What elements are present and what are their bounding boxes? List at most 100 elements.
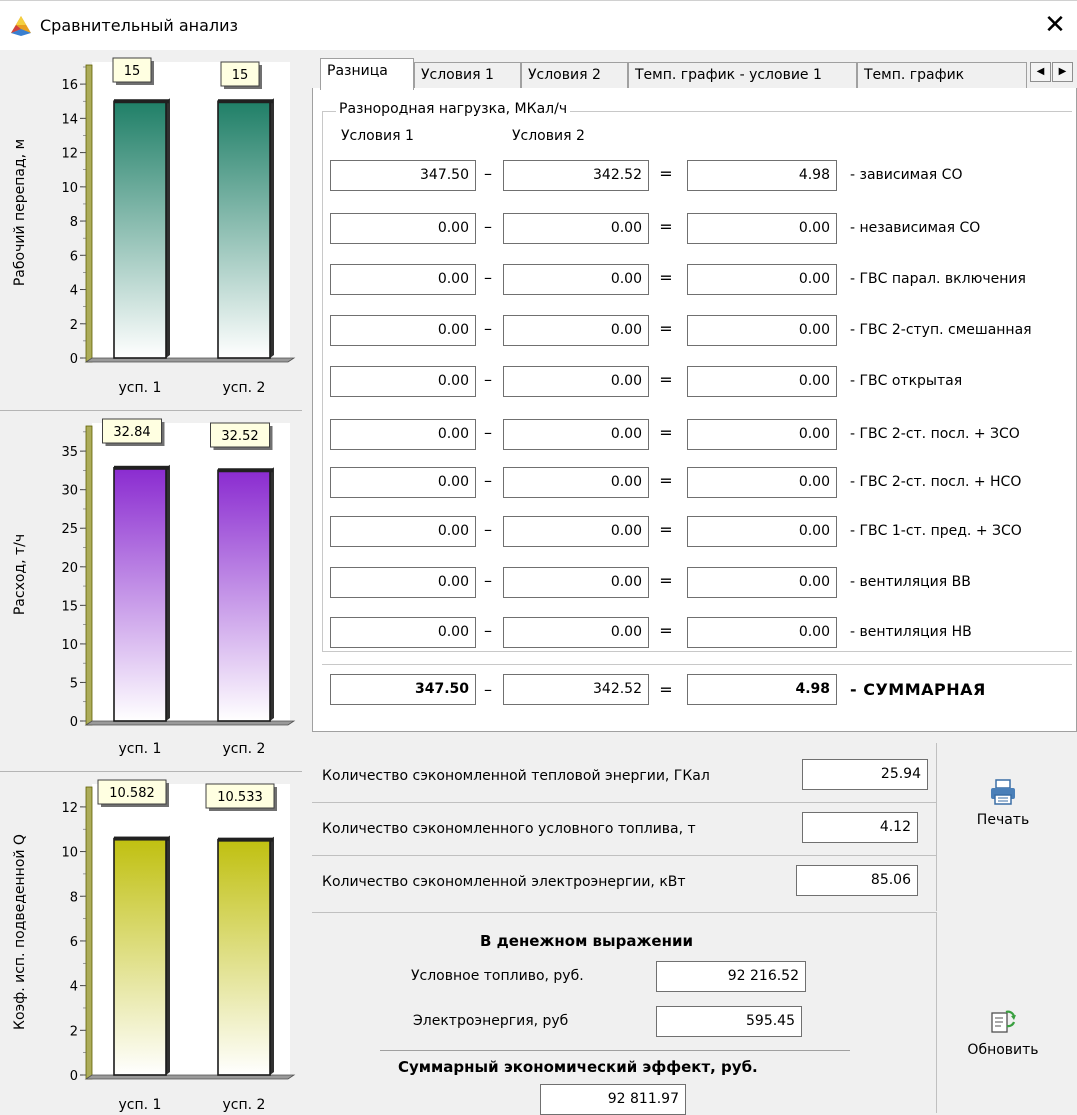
row-value-1[interactable]: 0.00 [330, 419, 476, 450]
row-value-2[interactable]: 0.00 [503, 366, 649, 397]
bar-side [270, 98, 274, 358]
savings-electricity-value[interactable]: 85.06 [796, 865, 918, 896]
y-tick-label: 12 [61, 801, 78, 816]
load-groupbox [322, 111, 1072, 652]
row-difference[interactable]: 0.00 [687, 264, 837, 295]
row-value-2[interactable]: 0.00 [503, 516, 649, 547]
refresh-icon [991, 1010, 1016, 1033]
total-value-2[interactable]: 342.52 [503, 674, 649, 705]
row-value-2[interactable]: 0.00 [503, 315, 649, 346]
printer-icon [991, 779, 1015, 805]
savings-row-fuel: Количество сэкономленного условного топл… [312, 802, 936, 856]
flow-chart: 0 5 10 15 20 25 30 35 Расход, т/ч 32.84 усп. 1 32.5… [12, 418, 296, 757]
total-difference[interactable]: 4.98 [687, 674, 837, 705]
refresh-button[interactable]: Обновить [948, 1008, 1058, 1058]
bar-cap [218, 99, 273, 104]
close-button[interactable]: ✕ [1033, 3, 1077, 47]
tab-conditions-1[interactable]: Условия 1 [414, 62, 521, 89]
row-value-2[interactable]: 0.00 [503, 419, 649, 450]
tab-temp-graph-2[interactable]: Темп. график [857, 62, 1027, 89]
y-tick-label: 20 [61, 561, 78, 576]
row-value-1[interactable]: 0.00 [330, 315, 476, 346]
total-effect-label: Суммарный экономический эффект, руб. [398, 1058, 758, 1076]
y-tick-label: 35 [61, 445, 78, 460]
row-value-1[interactable]: 0.00 [330, 467, 476, 498]
tab-label: Темп. график [864, 67, 965, 83]
tab-conditions-2[interactable]: Условия 2 [521, 62, 628, 89]
y-tick-label: 0 [70, 352, 78, 367]
y-tick-label: 2 [70, 1024, 78, 1039]
scroll-left-button[interactable]: ◀ [1030, 62, 1051, 82]
print-button[interactable]: Печать [948, 778, 1058, 828]
row-label: - ГВС 2-ст. посл. + ЗСО [850, 426, 1020, 442]
scroll-right-button[interactable]: ▶ [1052, 62, 1073, 82]
savings-electricity-label: Количество сэкономленной электроэнергии,… [322, 874, 686, 890]
savings-fuel-label: Количество сэкономленного условного топл… [322, 821, 696, 837]
column-header-2: Условия 2 [512, 128, 585, 144]
fuel-cost-value[interactable]: 92 216.52 [656, 961, 806, 992]
row-label: - вентиляция НВ [850, 624, 972, 640]
axis-floor [84, 720, 296, 726]
row-value-2[interactable]: 0.00 [503, 213, 649, 244]
tab-label: Разница [327, 63, 388, 79]
y-tick-label: 0 [70, 715, 78, 730]
row-difference[interactable]: 0.00 [687, 567, 837, 598]
equals-sign: = [659, 571, 673, 590]
row-value-1[interactable]: 0.00 [330, 366, 476, 397]
equals-sign: = [659, 471, 673, 490]
minus-sign: – [484, 621, 492, 640]
minus-sign: – [484, 423, 492, 442]
tab-label: Условия 1 [421, 67, 494, 83]
minus-sign: – [484, 268, 492, 287]
bar-side [166, 98, 170, 358]
bar-1 [113, 100, 167, 359]
equals-sign: = [659, 621, 673, 640]
savings-fuel-value[interactable]: 4.12 [802, 812, 918, 843]
row-value-1[interactable]: 0.00 [330, 264, 476, 295]
y-tick-label: 10 [61, 181, 78, 196]
row-value-2[interactable]: 0.00 [503, 264, 649, 295]
row-label: - ГВС 2-ст. посл. + НСО [850, 474, 1022, 490]
savings-box [312, 743, 937, 911]
row-value-2[interactable]: 0.00 [503, 617, 649, 648]
row-difference[interactable]: 0.00 [687, 419, 837, 450]
row-value-2[interactable]: 342.52 [503, 160, 649, 191]
row-value-1[interactable]: 347.50 [330, 160, 476, 191]
row-difference[interactable]: 0.00 [687, 315, 837, 346]
row-value-1[interactable]: 0.00 [330, 567, 476, 598]
row-difference[interactable]: 0.00 [687, 366, 837, 397]
minus-sign: – [484, 571, 492, 590]
row-value-1[interactable]: 0.00 [330, 516, 476, 547]
charts-column: 0 2 4 6 8 10 12 14 16 Рабочий перепад, м 15 усп. 1 1… [0, 50, 302, 1113]
value-label-box [97, 779, 167, 805]
total-effect-value[interactable]: 92 811.97 [540, 1084, 686, 1115]
total-value-1[interactable]: 347.50 [330, 674, 476, 705]
row-label: - зависимая СО [850, 167, 963, 183]
row-difference[interactable]: 0.00 [687, 516, 837, 547]
equals-sign: = [659, 164, 673, 183]
tab-scroll: ◀ ▶ [1030, 62, 1074, 82]
tab-difference[interactable]: Разница [320, 58, 414, 90]
savings-heat-value[interactable]: 25.94 [802, 759, 928, 790]
y-tick-label: 14 [61, 112, 78, 127]
row-difference[interactable]: 0.00 [687, 617, 837, 648]
value-label: 32.52 [221, 429, 258, 444]
row-difference[interactable]: 0.00 [687, 213, 837, 244]
category-label: усп. 2 [223, 1097, 266, 1113]
title-bar: Сравнительный анализ ✕ [0, 0, 1077, 50]
row-value-1[interactable]: 0.00 [330, 617, 476, 648]
row-value-1[interactable]: 0.00 [330, 213, 476, 244]
tab-temp-graph-1[interactable]: Темп. график - условие 1 [628, 62, 857, 89]
bar-side [166, 464, 170, 721]
row-value-2[interactable]: 0.00 [503, 467, 649, 498]
value-label-box [205, 783, 275, 809]
total-separator [322, 664, 1072, 665]
row-value-2[interactable]: 0.00 [503, 567, 649, 598]
electricity-cost-value[interactable]: 595.45 [656, 1006, 802, 1037]
row-difference[interactable]: 4.98 [687, 160, 837, 191]
row-difference[interactable]: 0.00 [687, 467, 837, 498]
axis-floor [84, 357, 296, 363]
tab-label: Темп. график - условие 1 [635, 67, 822, 83]
arrow-left-icon: ◀ [1036, 66, 1045, 77]
equals-sign: = [659, 370, 673, 389]
